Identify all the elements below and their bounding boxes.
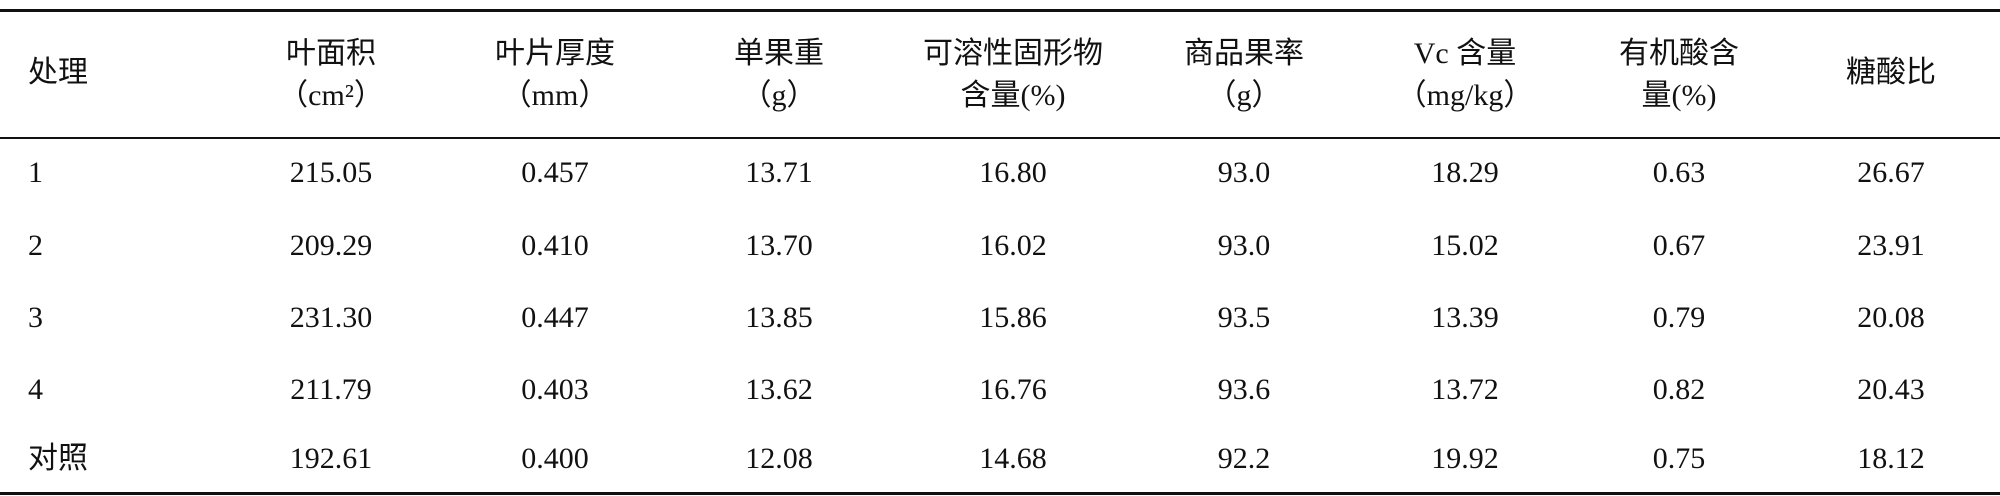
header-cell: 可溶性固形物 xyxy=(923,37,1103,70)
table-cell: 0.67 xyxy=(1652,229,1706,262)
table-cell: 209.29 xyxy=(289,229,373,262)
header-cell: （g） xyxy=(1206,79,1282,112)
table-cell: 18.12 xyxy=(1857,442,1925,475)
table-cell: 93.0 xyxy=(1217,229,1271,262)
table-cell: 13.62 xyxy=(745,373,813,406)
table-cell: 19.92 xyxy=(1431,442,1499,475)
header-cell: 有机酸含 xyxy=(1619,37,1739,70)
table-cell: 14.68 xyxy=(979,442,1047,475)
table-cell: 93.5 xyxy=(1217,301,1271,334)
table-cell: 15.86 xyxy=(979,301,1047,334)
header-cell: 糖酸比 xyxy=(1846,56,1936,89)
table-cell: 231.30 xyxy=(289,301,373,334)
header-rule xyxy=(0,137,2000,139)
table-cell: 13.85 xyxy=(745,301,813,334)
table-cell: 26.67 xyxy=(1857,156,1925,189)
table-cell: 23.91 xyxy=(1857,229,1925,262)
table-cell: 0.457 xyxy=(521,156,589,189)
table-cell: 0.403 xyxy=(521,373,589,406)
table-cell: 15.02 xyxy=(1431,229,1499,262)
header-cell: 商品果率 xyxy=(1184,37,1304,70)
table-cell: 13.71 xyxy=(745,156,813,189)
header-cell: 叶面积 xyxy=(286,37,376,70)
table-cell: 0.447 xyxy=(521,301,589,334)
header-cell: （mm） xyxy=(501,79,609,112)
header-cell: 单果重 xyxy=(734,37,824,70)
table-cell: 0.79 xyxy=(1652,301,1706,334)
table-cell: 92.2 xyxy=(1217,442,1271,475)
header-cell: （g） xyxy=(741,79,817,112)
table-cell: 对照 xyxy=(28,442,88,475)
header-cell: 量(%) xyxy=(1641,79,1717,112)
table-cell: 2 xyxy=(28,229,43,262)
table-cell: 20.08 xyxy=(1857,301,1925,334)
table-cell: 192.61 xyxy=(289,442,373,475)
header-cell: （mg/kg） xyxy=(1396,79,1534,112)
header-cell: 叶片厚度 xyxy=(495,37,615,70)
header-cell: （cm²） xyxy=(278,79,384,112)
table-cell: 13.70 xyxy=(745,229,813,262)
table-cell: 0.75 xyxy=(1652,442,1706,475)
header-cell: 含量(%) xyxy=(960,79,1066,112)
table-cell: 16.76 xyxy=(979,373,1047,406)
table-cell: 16.80 xyxy=(979,156,1047,189)
header-cell: Vc 含量 xyxy=(1413,37,1517,70)
bottom-rule xyxy=(0,492,2000,495)
table-cell: 215.05 xyxy=(289,156,373,189)
table-cell: 0.63 xyxy=(1652,156,1706,189)
table-cell: 0.410 xyxy=(521,229,589,262)
table-cell: 20.43 xyxy=(1857,373,1925,406)
table-cell: 12.08 xyxy=(745,442,813,475)
table-cell: 1 xyxy=(28,156,43,189)
table-cell: 16.02 xyxy=(979,229,1047,262)
table-cell: 13.39 xyxy=(1431,301,1499,334)
table-cell: 13.72 xyxy=(1431,373,1499,406)
header-cell: 处理 xyxy=(28,56,88,89)
top-rule xyxy=(0,9,2000,12)
table-cell: 0.400 xyxy=(521,442,589,475)
table-cell: 93.0 xyxy=(1217,156,1271,189)
table-cell: 211.79 xyxy=(290,373,372,406)
table-cell: 93.6 xyxy=(1217,373,1271,406)
table-cell: 4 xyxy=(28,373,43,406)
table-cell: 18.29 xyxy=(1431,156,1499,189)
table-cell: 3 xyxy=(28,301,43,334)
table-cell: 0.82 xyxy=(1652,373,1706,406)
